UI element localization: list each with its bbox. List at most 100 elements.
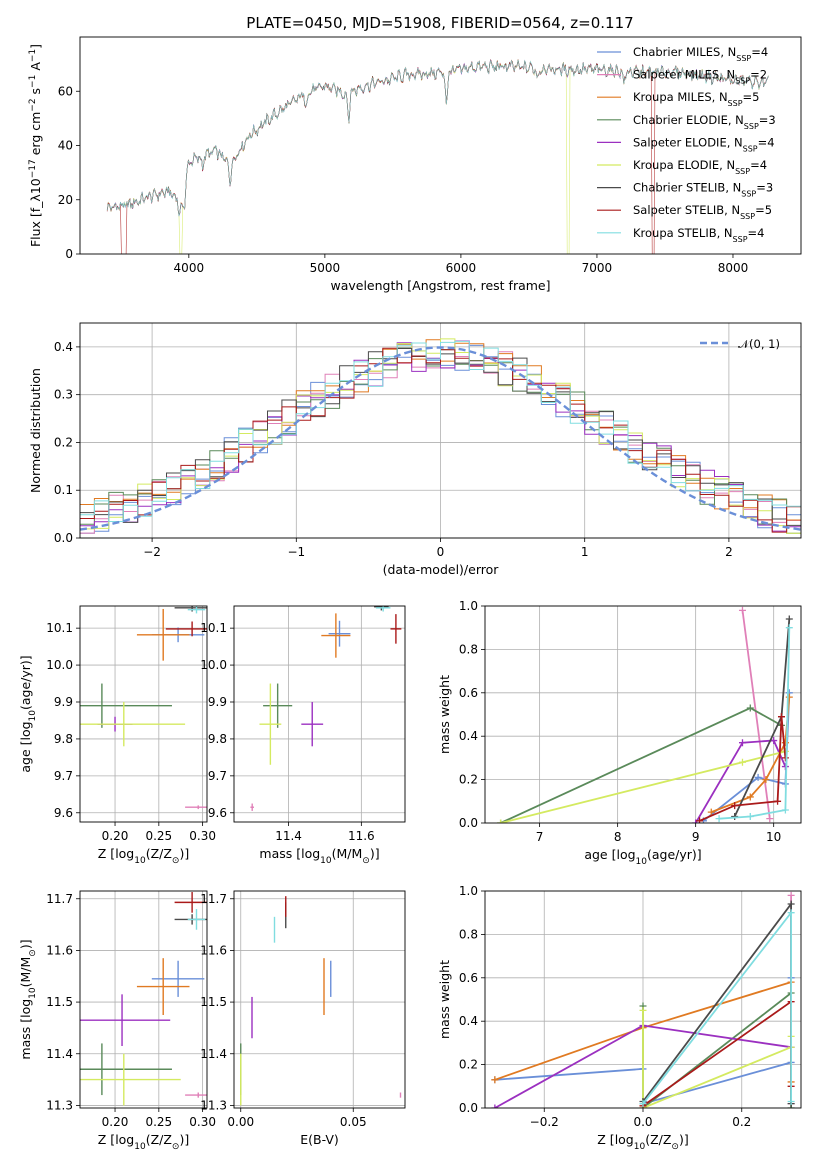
y-tick-label: 0.2 [459,1058,478,1072]
histogram-step [80,340,801,522]
weight-series-marker [731,812,739,820]
panel-spectrum: 4000 5000 6000 7000 8000 0 20 40 60 wavelength [A… [28,36,802,293]
y-tick-label: 11.3 [200,1098,227,1112]
weight-series-marker [491,1076,499,1084]
y-tick-label: 11.4 [200,1047,227,1061]
y-tick-label: 0.0 [459,1101,478,1115]
weight-series-marker [754,773,762,781]
weight-series-marker [707,808,715,816]
weight-series-marker [746,704,754,712]
errorbar-point [390,614,402,644]
errorbar-point [374,606,389,611]
legend-label: Kroupa ELODIE, NSSP=4 [633,158,767,176]
x-tick-label: −0.2 [530,1115,559,1129]
panel-mass-vs-Z: 0.20 0.25 0.30 11.3 11.4 11.5 11.6 11.7 Z [log10… [18,890,216,1152]
weight-series-marker [781,754,789,762]
plot-content [80,606,207,810]
plot-content [106,58,769,254]
weight-series-marker [777,713,785,721]
weight-series-marker [785,624,793,632]
y-tick-label: 60 [58,84,73,98]
errorbar-point [151,960,205,997]
weight-series-marker [696,817,704,823]
weight-series-marker [738,606,746,614]
legend-label: 𝒩(0, 1) [738,337,780,351]
x-axis-label: age [log10(age/yr)] [584,847,701,867]
x-tick-label: 0.20 [102,829,129,843]
weight-series-marker [746,793,754,801]
axes-frame [79,36,802,255]
y-tick-label: 0.2 [459,773,478,787]
x-tick-label: 0.00 [227,1115,254,1129]
errorbar-point [80,683,172,728]
x-axis-label: (data-model)/error [383,562,500,577]
y-tick-label: 11.7 [200,892,227,906]
y-tick-label: 0.2 [54,435,73,449]
weight-series-marker [692,819,700,823]
legend-label: Kroupa STELIB, NSSP=4 [633,226,764,244]
x-tick-label: 8000 [718,261,749,275]
y-tick-label: 0.0 [459,816,478,830]
errorbar-point [136,958,190,1015]
axes-frame [484,605,802,824]
y-axis-label: Normed distribution [28,368,43,493]
weight-series-line [741,610,771,819]
x-axis-label: wavelength [Angstrom, rest frame] [330,278,550,293]
y-tick-label: 10.0 [46,658,73,672]
weight-series-marker [639,1006,647,1014]
x-tick-label: 0.30 [189,829,216,843]
x-axis-label: Z [log10(Z/Z⊙)] [98,1132,189,1152]
y-axis-label: mass weight [437,675,452,754]
weight-series-marker [766,815,774,823]
weight-series-marker [746,812,754,820]
y-tick-label: 11.7 [46,892,73,906]
plot-content [491,891,795,1108]
y-tick-label: 0.1 [54,483,73,497]
errorbar-point [136,608,190,661]
y-tick-label: 20 [58,193,73,207]
x-tick-label: 0.25 [145,1115,172,1129]
x-tick-label: 5000 [310,261,341,275]
x-tick-label: 7 [536,830,544,844]
x-axis-label: mass [log10(M/M⊙)] [259,846,379,866]
x-tick-label: 2 [725,545,733,559]
x-tick-label: 0.0 [633,1115,652,1129]
axes-frame [79,605,208,823]
weight-series-marker [491,1104,499,1108]
y-tick-label: 9.8 [208,732,227,746]
errorbar-point [321,613,351,658]
x-tick-label: 0.05 [340,1115,367,1129]
y-tick-label: 0.4 [459,729,478,743]
weight-series-marker [787,1097,795,1105]
errorbar-point [80,1053,181,1106]
y-tick-label: 9.8 [54,732,73,746]
x-tick-label: 6000 [446,261,477,275]
x-tick-label: 8 [614,830,622,844]
x-axis-label: Z [log10(Z/Z⊙)] [597,1132,688,1152]
plot-content [240,896,402,1106]
weight-series-marker [731,802,739,810]
errorbar-point [301,702,324,747]
x-axis-label: E(B-V) [300,1132,339,1147]
axes-frame [79,890,208,1109]
weight-series-marker [787,891,795,899]
y-tick-label: 0.3 [54,388,73,402]
weight-series-line [719,627,791,820]
x-tick-label: 1 [581,545,589,559]
y-axis-label: Flux [f_λ10−17 erg cm−2 s−1 A−1] [28,44,43,247]
axes-frame [233,605,406,823]
y-tick-label: 11.5 [200,995,227,1009]
weight-series-marker [762,776,770,784]
errorbar-point [187,606,206,614]
x-tick-label: 0 [437,545,445,559]
legend-label: Salpeter MILES, NSSP=2 [633,68,767,86]
y-tick-label: 11.6 [200,943,227,957]
y-tick-label: 9.6 [208,806,227,820]
y-tick-label: 9.6 [54,806,73,820]
spectrum-line [106,59,769,217]
y-tick-label: 0.6 [459,686,478,700]
plot-content [497,606,793,823]
x-tick-label: 0.30 [189,1115,216,1129]
